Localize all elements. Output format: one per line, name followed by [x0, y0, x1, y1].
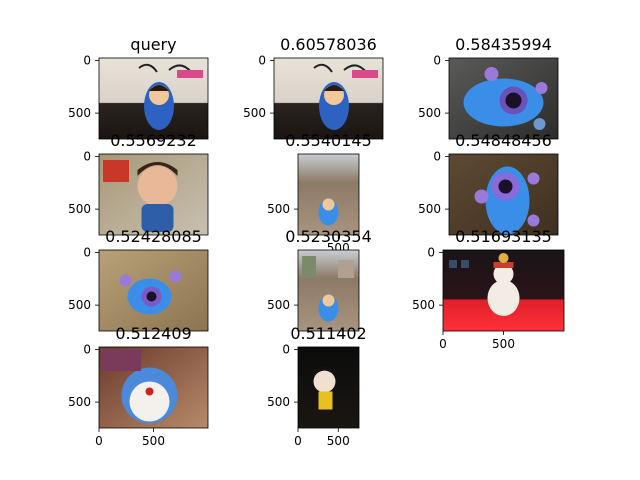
image-panel: 0.54848456 0 500	[418, 131, 559, 236]
y-tick-label: 500	[68, 395, 91, 409]
y-tick-label: 0	[83, 53, 91, 67]
panel-title: 0.60578036	[280, 35, 377, 54]
panel-frame	[448, 153, 559, 236]
y-tick-label: 500	[68, 106, 91, 120]
y-tick-label: 0	[427, 245, 435, 259]
image-panel: 0.512409 0 500 0 500	[68, 324, 209, 448]
y-tick-label: 500	[267, 298, 290, 312]
panel-title: 0.5569232	[110, 131, 197, 150]
y-tick-label: 500	[68, 298, 91, 312]
panel-title: 0.5230354	[285, 227, 372, 246]
y-tick-label: 500	[68, 202, 91, 216]
y-tick-label: 0	[282, 342, 290, 356]
panel-title: 0.51693135	[455, 227, 552, 246]
y-tick-label: 0	[83, 245, 91, 259]
image-panel: 0.51693135 0 500 0 500	[412, 227, 565, 351]
image-panel: 0.5569232 0 500	[68, 131, 209, 236]
y-tick-label: 0	[83, 342, 91, 356]
x-tick-label: 0	[95, 434, 103, 448]
y-tick-label: 500	[418, 202, 441, 216]
panel-title: 0.511402	[290, 324, 366, 343]
image-panel: 0.5230354 500	[267, 227, 372, 332]
x-tick-label: 500	[142, 434, 165, 448]
y-tick-label: 500	[418, 106, 441, 120]
y-tick-label: 0	[433, 149, 441, 163]
image-panel: query 0 500	[68, 35, 209, 140]
y-tick-label: 500	[267, 202, 290, 216]
panel-title: 0.58435994	[455, 35, 552, 54]
panel-frame	[297, 153, 360, 236]
panel-title: 0.52428085	[105, 227, 202, 246]
panel-frame	[448, 57, 559, 140]
panel-title: 0.5540145	[285, 131, 372, 150]
image-panel: 0.52428085 0 500	[68, 227, 209, 332]
y-tick-label: 500	[267, 395, 290, 409]
panel-frame	[98, 249, 209, 332]
panel-title: 0.54848456	[455, 131, 552, 150]
panel-title: 0.512409	[115, 324, 191, 343]
panel-frame	[297, 346, 360, 429]
panel-title: query	[130, 35, 176, 54]
y-tick-label: 500	[412, 298, 435, 312]
panel-frame	[273, 57, 384, 140]
image-panel: 0.60578036 0 500	[243, 35, 384, 140]
y-tick-label: 0	[83, 149, 91, 163]
panel-frame	[297, 249, 360, 332]
panel-frame	[98, 57, 209, 140]
x-tick-label: 0	[294, 434, 302, 448]
y-tick-label: 0	[433, 53, 441, 67]
image-panel: 0.58435994 0 500	[418, 35, 559, 140]
y-tick-label: 0	[258, 53, 266, 67]
y-tick-label: 500	[243, 106, 266, 120]
x-tick-label: 500	[492, 337, 515, 351]
x-tick-label: 0	[439, 337, 447, 351]
x-tick-label: 500	[327, 434, 350, 448]
panel-frame	[98, 153, 209, 236]
